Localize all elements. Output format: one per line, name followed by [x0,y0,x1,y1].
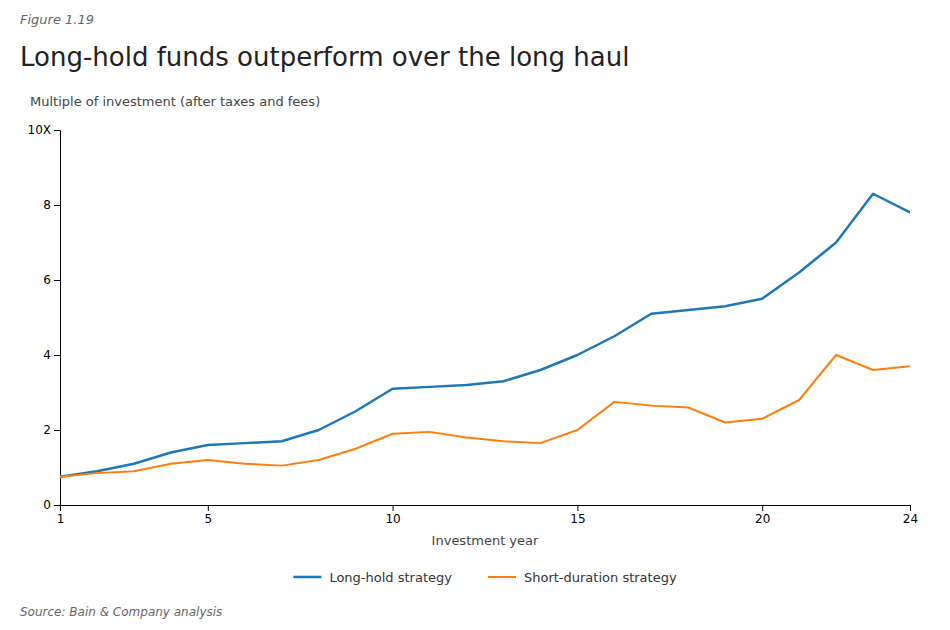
y-tick-mark [54,430,60,431]
plot: 15101520240246810XInvestment year [28,123,919,548]
x-tick: 20 [755,505,770,526]
x-tick-label: 15 [570,512,585,526]
x-tick-mark [910,505,911,511]
legend-label: Long-hold strategy [329,570,452,585]
x-tick: 10 [385,505,400,526]
x-tick: 1 [57,505,65,526]
x-tick-label: 5 [205,512,213,526]
x-tick-mark [577,505,578,511]
x-tick: 15 [570,505,585,526]
series-line [60,355,910,477]
y-tick-mark [54,205,60,206]
x-tick-mark [762,505,763,511]
y-tick-mark [54,130,60,131]
series-line [60,194,910,477]
title: Long-hold funds outperform over the long… [20,42,629,72]
y-tick-label: 2 [43,423,51,437]
y-tick-mark [54,355,60,356]
y-axis: 0 2 4 6 8 10X [28,123,61,512]
x-tick-label: 20 [755,512,770,526]
legend: Long-hold strategy Short-duration strateg… [293,570,677,585]
y-tick-label: 4 [43,348,51,362]
x-tick-label: 10 [385,512,400,526]
legend-label: Short-duration strategy [524,570,677,585]
y-tick-mark [54,280,60,281]
y-tick-label: 8 [43,198,51,212]
y-tick: 8 [43,198,60,212]
figure-label: Figure 1.19 [20,12,94,27]
legend-item: Long-hold strategy [293,570,452,585]
legend-item: Short-duration strategy [488,570,677,585]
y-tick-label: 6 [43,273,51,287]
y-tick: 6 [43,273,60,287]
legend-swatch [488,576,516,578]
x-tick-label: 24 [903,512,918,526]
chart: Figure 1.19 Long-hold funds outperform ov… [0,0,950,630]
x-tick: 5 [205,505,213,526]
y-tick-label: 10X [28,123,52,137]
lines [60,194,910,477]
x-axis-line [61,506,911,512]
y-axis-line [54,131,61,506]
y-axis-title: Multiple of investment (after taxes and … [30,94,320,109]
x-axis-title: Investment year [432,533,539,548]
x-tick: 24 [903,505,918,526]
y-tick-label: 0 [43,498,51,512]
source-note: Source: Bain & Company analysis [20,605,222,619]
x-tick-mark [208,505,209,511]
y-tick: 4 [43,348,60,362]
y-tick: 2 [43,423,60,437]
y-tick: 0 [43,498,60,512]
x-tick-label: 1 [57,512,65,526]
y-tick: 10X [28,123,61,137]
y-tick-mark [54,505,60,506]
legend-swatch [293,576,321,579]
x-tick-mark [393,505,394,511]
x-axis: 1510152024 [57,505,918,526]
